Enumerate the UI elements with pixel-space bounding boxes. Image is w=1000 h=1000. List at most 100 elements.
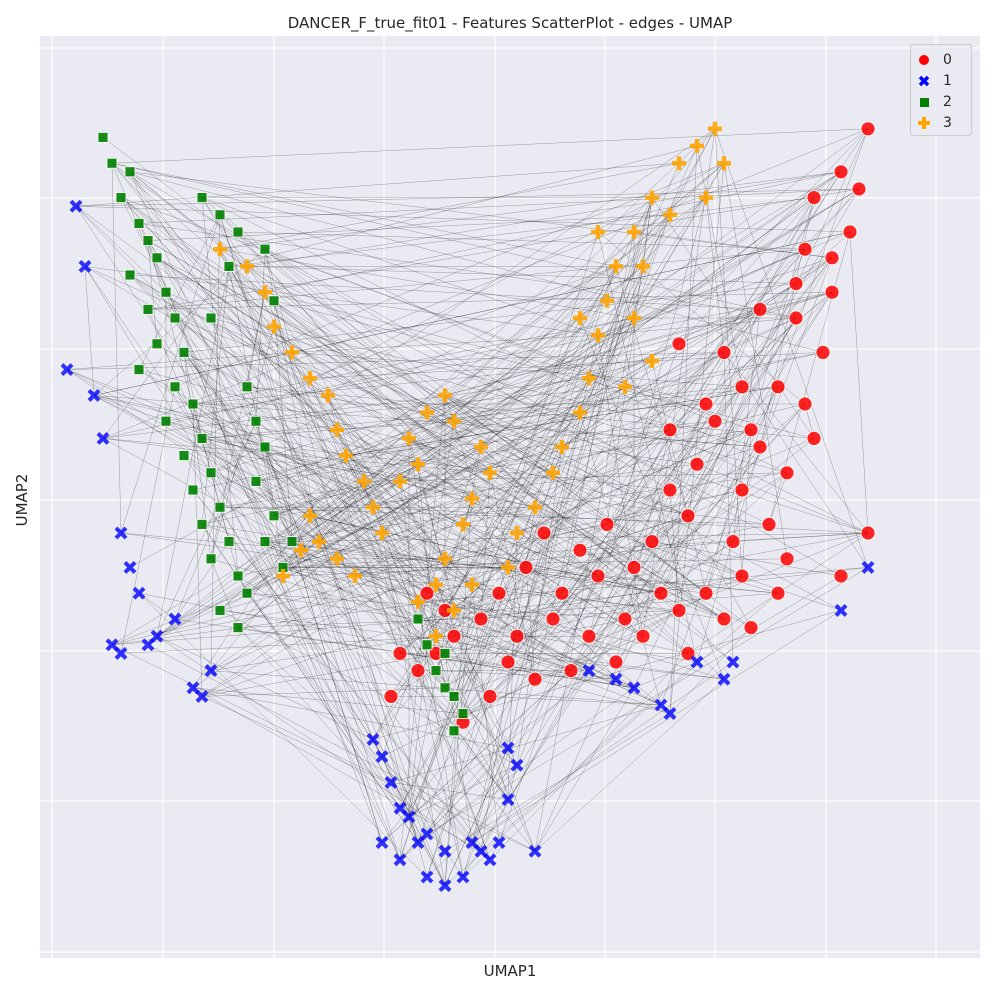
graph-edge (192, 352, 725, 405)
graph-edge (273, 326, 446, 559)
data-point-series-1 (60, 363, 74, 377)
graph-edge (381, 128, 716, 534)
graph-edge (336, 429, 491, 697)
graph-edge (399, 464, 419, 482)
data-point-series-0 (860, 121, 876, 137)
data-point-series-3 (213, 242, 227, 257)
graph-edge (147, 248, 806, 310)
graph-edge (336, 558, 662, 706)
data-point-series-2 (268, 510, 280, 522)
data-point-series-1 (132, 586, 146, 600)
graph-edge (201, 524, 455, 611)
graph-edge (264, 446, 284, 568)
data-point-series-0 (680, 508, 696, 524)
data-point-series-2 (187, 398, 199, 410)
graph-edge (219, 214, 617, 663)
graph-edge (219, 429, 752, 508)
graph-edge (246, 592, 698, 663)
graph-edge (516, 266, 644, 637)
graph-edge (147, 240, 158, 344)
graph-edge (201, 687, 446, 697)
graph-edge (111, 163, 545, 534)
graph-edge (579, 549, 725, 620)
graph-edge (201, 696, 536, 852)
graph-edge (66, 369, 590, 671)
graph-edge (642, 128, 716, 267)
data-point-series-0 (662, 422, 678, 438)
graph-edge (138, 188, 860, 224)
graph-edge (408, 593, 500, 817)
graph-edge (408, 610, 680, 817)
data-point-series-0 (779, 465, 795, 481)
graph-edge (390, 782, 509, 800)
graph-edge (597, 317, 797, 336)
graph-edge (111, 128, 869, 164)
graph-edge (291, 532, 869, 542)
graph-edge (237, 575, 401, 809)
graph-edge (336, 558, 518, 766)
graph-edge (210, 670, 662, 706)
graph-edge (246, 386, 815, 439)
data-point-series-0 (482, 689, 498, 704)
graph-edge (759, 197, 815, 448)
data-point-series-3 (411, 457, 425, 472)
graph-edge (264, 446, 527, 568)
data-point-series-2 (133, 217, 145, 229)
graph-edge (678, 197, 815, 344)
graph-edge (201, 429, 338, 439)
graph-edge (210, 386, 626, 671)
graph-edge (669, 403, 707, 491)
graph-edge (192, 403, 338, 431)
graph-edge (768, 472, 788, 525)
graph-edge (426, 446, 482, 594)
graph-edge (237, 197, 815, 628)
data-point-series-3 (258, 285, 272, 300)
data-point-series-1 (654, 698, 668, 712)
graph-edge (237, 550, 302, 628)
graph-edge (210, 326, 275, 559)
graph-edge (264, 446, 509, 568)
graph-edge (570, 197, 815, 671)
graph-edge (372, 403, 806, 508)
data-point-series-3 (348, 569, 362, 583)
graph-edge (516, 197, 653, 637)
graph-edge (210, 292, 266, 559)
data-point-series-0 (671, 336, 687, 352)
data-point-series-2 (214, 605, 226, 616)
graph-edge (345, 197, 707, 456)
graph-edge (219, 171, 842, 250)
data-point-series-3 (663, 207, 677, 222)
graph-edge (264, 291, 707, 405)
graph-edge (156, 266, 230, 637)
graph-edge (462, 266, 617, 525)
graph-edge (264, 472, 788, 542)
data-point-series-1 (510, 758, 524, 772)
graph-edge (525, 567, 536, 680)
data-point-series-2 (205, 467, 217, 479)
graph-edge (453, 532, 869, 697)
graph-edge (129, 171, 824, 353)
graph-edge (408, 438, 446, 688)
graph-edge (156, 343, 419, 602)
graph-edge (228, 266, 644, 637)
data-point-series-1 (528, 844, 542, 858)
data-point-series-0 (698, 585, 714, 601)
graph-edge (516, 635, 590, 671)
graph-edge (66, 352, 725, 370)
graph-edge (480, 266, 617, 448)
graph-edge (219, 249, 419, 620)
data-point-series-3 (438, 551, 452, 566)
graph-edge (417, 197, 653, 671)
graph-edge (489, 403, 806, 697)
graph-edge (696, 145, 743, 387)
graph-edge (255, 429, 671, 482)
data-point-series-2 (268, 295, 280, 307)
graph-edge (264, 541, 464, 723)
graph-edge (264, 446, 437, 671)
graph-edge (282, 567, 671, 714)
graph-edge (543, 489, 743, 534)
data-point-series-1 (114, 646, 128, 660)
graph-edge (453, 352, 824, 422)
data-point-series-0 (824, 250, 840, 266)
data-point-series-1 (663, 707, 677, 721)
